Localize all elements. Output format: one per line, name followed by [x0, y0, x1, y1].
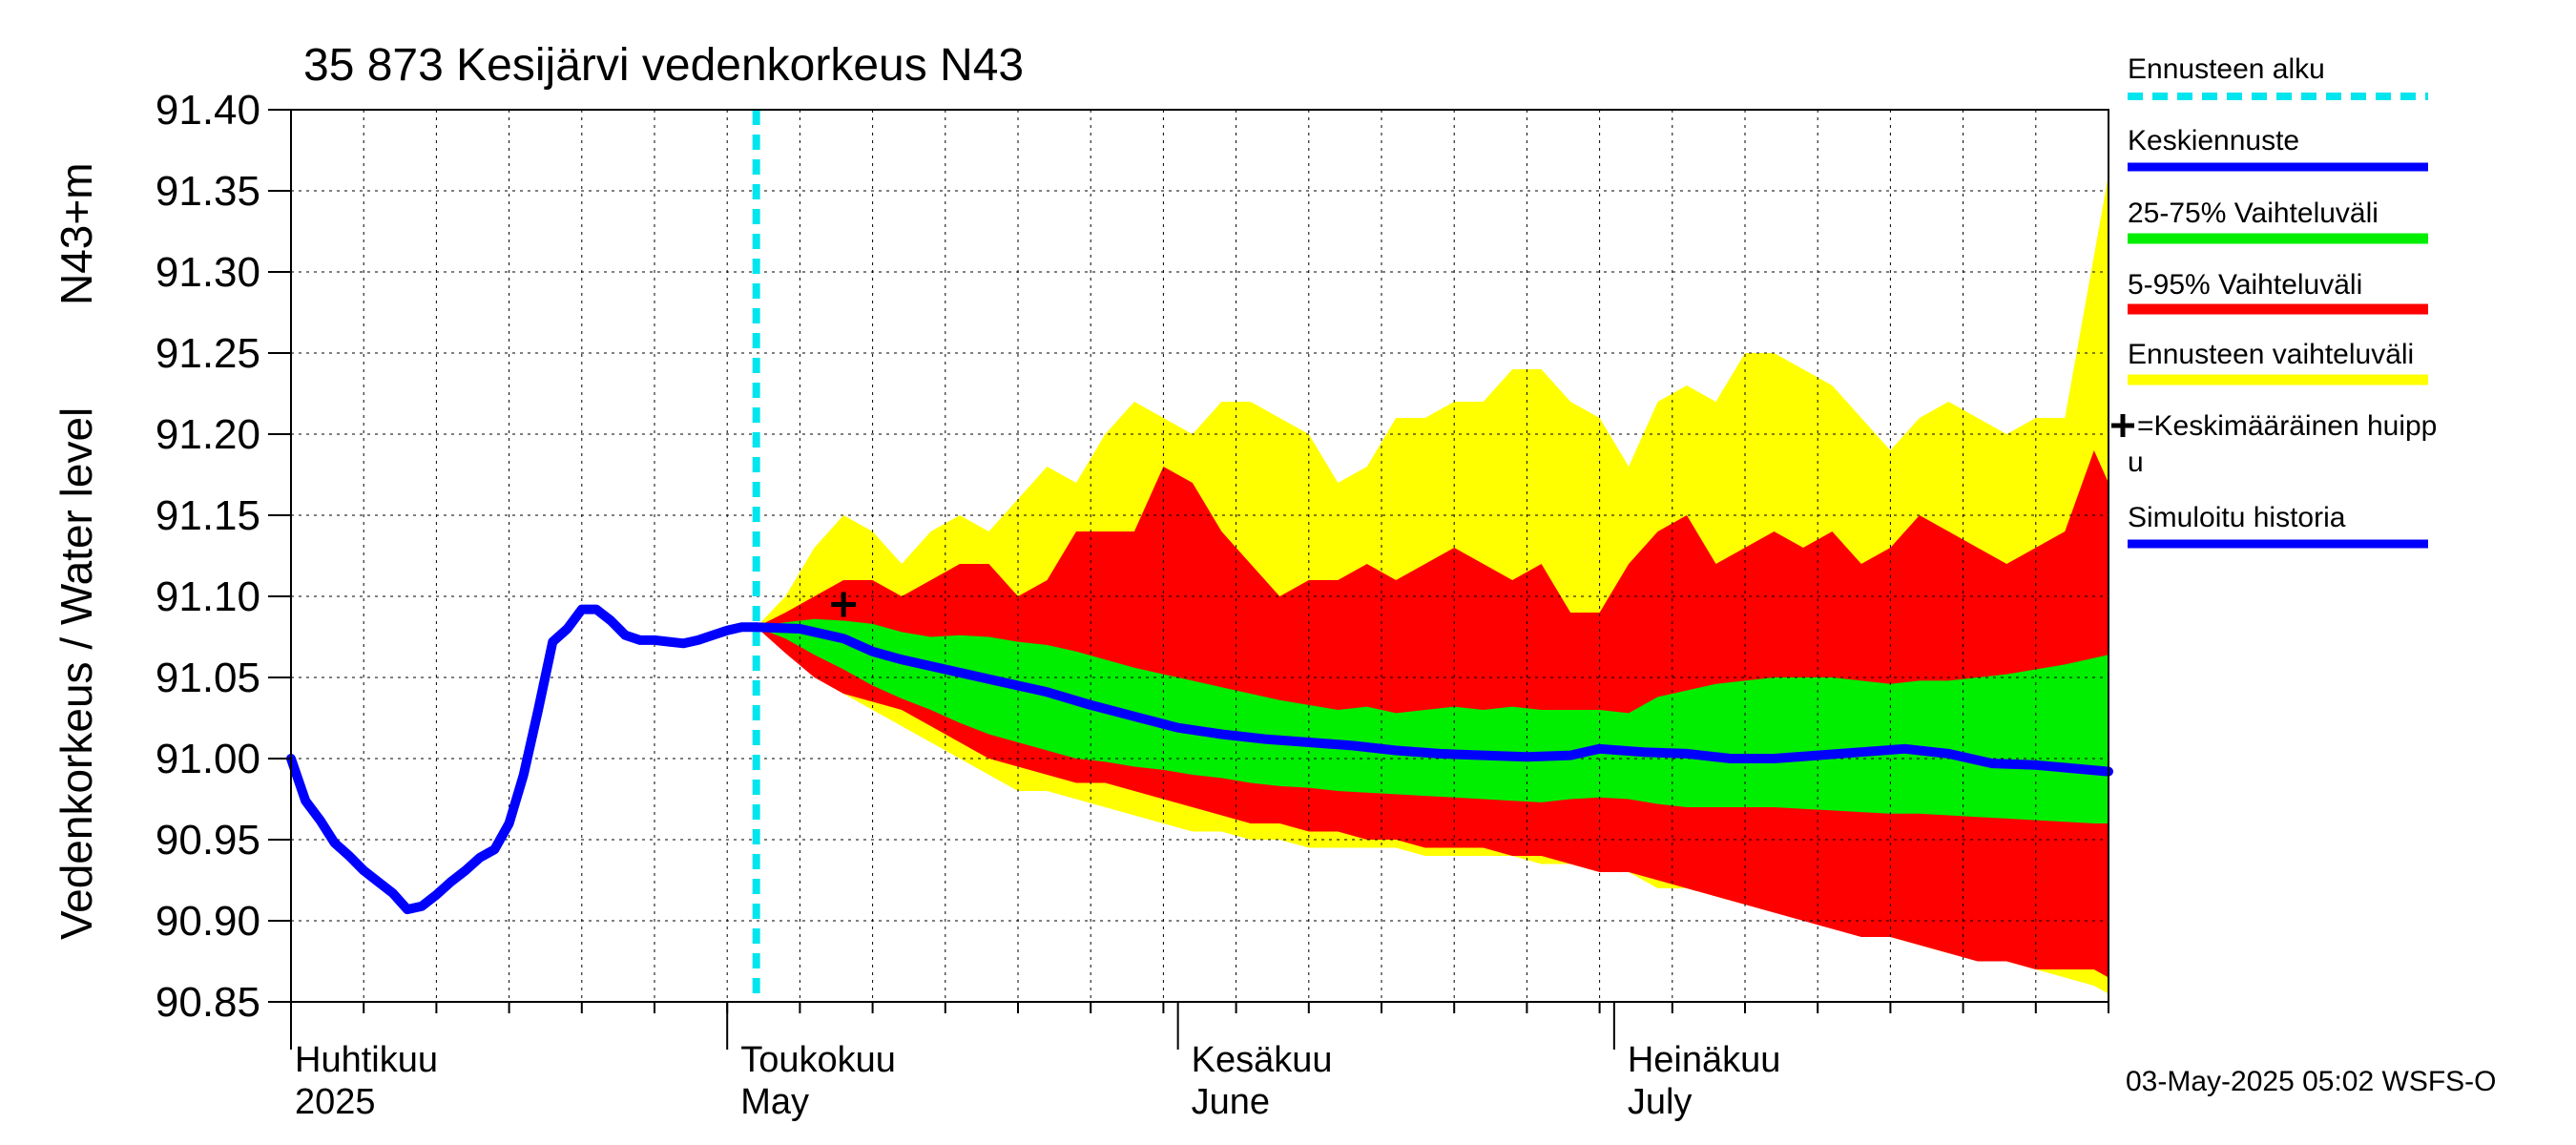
series-line-sim-history: [286, 604, 761, 915]
y-tick-label: 91.30: [156, 249, 260, 296]
y-tick-label: 90.90: [156, 898, 260, 945]
legend-label-band-full: Ennusteen vaihteluväli: [2128, 339, 2414, 370]
chart-title: 35 873 Kesijärvi vedenkorkeus N43: [303, 40, 1024, 91]
month-sublabel: 2025: [295, 1082, 376, 1122]
y-tick-label: 91.35: [156, 168, 260, 215]
legend-label-forecast-start: Ennusteen alku: [2128, 53, 2325, 85]
legend-label-band-25-75: 25-75% Vaihteluväli: [2128, 198, 2379, 229]
legend-label-band-5-95: 5-95% Vaihteluväli: [2128, 269, 2362, 301]
month-label: Heinäkuu: [1628, 1040, 1781, 1080]
legend-label-mean-peak: =Keskimääräinen huipp: [2137, 410, 2437, 442]
legend: Ennusteen alku Keskiennuste 25-75% Vaiht…: [2111, 53, 2437, 549]
y-tick-label: 90.95: [156, 817, 260, 864]
y-tick-label: 91.00: [156, 736, 260, 782]
month-label: Kesäkuu: [1192, 1040, 1333, 1080]
y-axis-ticks: 91.40 91.35 91.30 91.25 91.20 91.15 91.10 91.05…: [156, 87, 291, 1026]
legend-label-mean-forecast: Keskiennuste: [2128, 125, 2299, 156]
legend-label-sim-history: Simuloitu historia: [2128, 502, 2346, 533]
forecast-bands: [756, 175, 2109, 994]
y-tick-label: 91.40: [156, 87, 260, 134]
plot-frame: [290, 109, 2109, 1003]
mean-peak-marker: [831, 592, 857, 617]
y-tick-label: 90.85: [156, 979, 260, 1026]
y-tick-label: 91.10: [156, 573, 260, 620]
month-sublabel: May: [740, 1082, 809, 1122]
y-tick-label: 91.15: [156, 492, 260, 539]
series-line-mean-forecast: [751, 622, 2113, 777]
y-tick-label: 91.05: [156, 655, 260, 701]
band-25-75-area: [756, 618, 2109, 823]
y-axis-unit-label: N43+m: [52, 162, 101, 305]
month-label: Huhtikuu: [295, 1040, 438, 1080]
y-tick-label: 91.20: [156, 411, 260, 458]
series-lines: [286, 110, 2113, 1002]
footer-timestamp: 03-May-2025 05:02 WSFS-O: [2126, 1066, 2497, 1097]
plot-area: [286, 109, 2113, 1003]
month-sublabel: July: [1628, 1082, 1693, 1122]
y-axis-label: Vedenkorkeus / Water level: [52, 407, 101, 940]
month-label: Toukokuu: [740, 1040, 896, 1080]
month-sublabel: June: [1192, 1082, 1270, 1122]
legend-swatch-mean-peak: [2111, 414, 2134, 437]
y-tick-label: 91.25: [156, 330, 260, 377]
legend-label-mean-peak-cont: u: [2128, 447, 2144, 478]
